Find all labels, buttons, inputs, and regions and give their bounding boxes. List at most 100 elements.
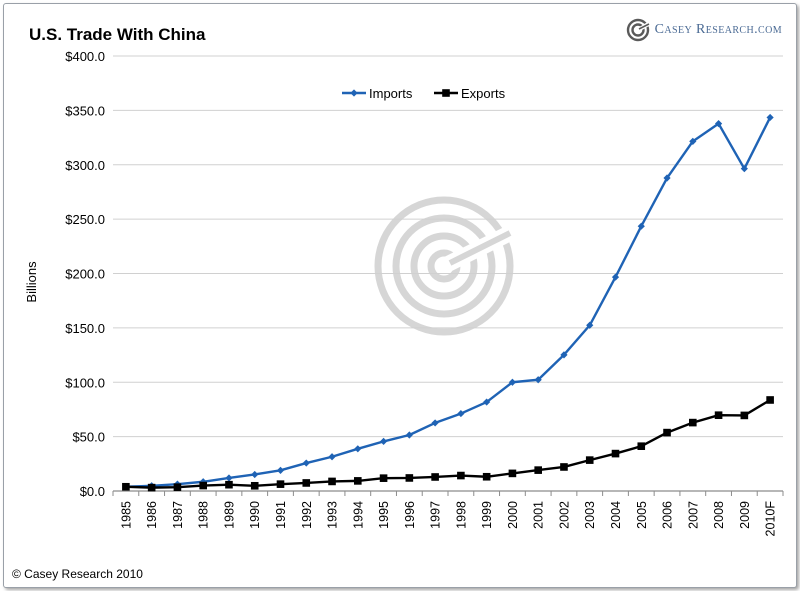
x-tick-label: 1988 <box>197 501 211 529</box>
y-axis-label: Billions <box>24 261 39 303</box>
x-tick-label: 1986 <box>145 501 159 529</box>
x-tick-label: 1989 <box>222 501 236 529</box>
exports-point <box>585 456 594 464</box>
legend-label: Imports <box>369 86 413 101</box>
trade-line-chart: U.S. Trade With China $0.0 $50.0 $100.0 $15… <box>12 25 784 581</box>
exports-point <box>482 472 491 481</box>
chart-frame: U.S. Trade With China $0.0 $50.0 $100.0 $15… <box>3 3 797 588</box>
imports-point <box>251 470 259 479</box>
chart-title: U.S. Trade With China <box>29 25 206 44</box>
x-tick-label: 2002 <box>557 501 571 529</box>
exports-point <box>405 474 414 482</box>
exports-point <box>457 471 465 480</box>
imports-point <box>508 378 517 386</box>
imports-point <box>689 137 697 145</box>
watermark-spiral-icon <box>374 196 516 336</box>
x-tick-label: 1998 <box>454 501 468 529</box>
exports-point <box>689 418 697 427</box>
imports-point <box>534 376 542 384</box>
imports-point <box>379 437 388 446</box>
imports-point <box>199 478 207 486</box>
y-tick-label: $150.0 <box>65 321 105 336</box>
exports-point <box>379 474 388 482</box>
x-tick-label: 1999 <box>480 501 494 529</box>
x-tick-label: 2004 <box>609 501 623 529</box>
x-tick-label: 2010F <box>764 501 778 537</box>
exports-point <box>302 479 311 487</box>
series-exports <box>122 396 774 492</box>
y-tick-label: $50.0 <box>72 430 105 445</box>
imports-point <box>302 459 310 467</box>
x-tick-label: 1990 <box>248 501 262 529</box>
y-tick-label: $300.0 <box>65 158 105 173</box>
imports-point <box>766 113 774 122</box>
exports-point <box>534 466 542 474</box>
x-tick-label: 1997 <box>429 501 443 529</box>
exports-point <box>663 428 671 437</box>
imports-point <box>457 409 465 418</box>
imports-point <box>328 453 336 461</box>
x-tick-label: 2005 <box>635 501 649 529</box>
y-tick-label: $100.0 <box>65 375 105 390</box>
exports-point <box>354 477 362 485</box>
exports-point <box>714 411 723 420</box>
x-tick-label: 2006 <box>661 501 675 529</box>
series-imports <box>122 113 774 491</box>
y-tick-label: $200.0 <box>65 267 105 282</box>
brand-name: Casey Research.com <box>654 22 782 37</box>
x-tick-label: 2000 <box>506 501 520 529</box>
exports-point <box>225 480 233 489</box>
legend-label: Exports <box>461 86 506 101</box>
x-tick-label: 1994 <box>351 501 365 529</box>
legend-item-exports: Exports <box>434 86 506 101</box>
exports-point <box>276 480 285 488</box>
copyright-footer: © Casey Research 2010 <box>12 567 143 581</box>
exports-point <box>740 411 749 420</box>
imports-point <box>483 398 491 406</box>
x-tick-label: 1985 <box>119 501 133 529</box>
exports-point <box>637 442 646 450</box>
imports-point <box>276 466 285 474</box>
imports-point <box>405 431 413 439</box>
imports-point <box>663 174 671 182</box>
legend-item-imports: Imports <box>342 86 413 101</box>
imports-point <box>714 120 723 128</box>
exports-point <box>147 483 156 492</box>
y-tick-label: $400.0 <box>65 49 105 64</box>
exports-point <box>560 463 568 471</box>
imports-point <box>611 273 620 281</box>
x-tick-label: 1992 <box>300 501 314 529</box>
imports-point <box>586 321 594 329</box>
x-tick-label: 1991 <box>274 501 288 529</box>
series-line <box>125 398 771 489</box>
x-tick-label: 1995 <box>377 501 391 529</box>
x-tick-label: 2008 <box>712 501 726 529</box>
imports-point <box>560 351 568 359</box>
y-tick-label: $250.0 <box>65 212 105 227</box>
x-tick-label: 1987 <box>171 501 185 529</box>
exports-point <box>173 483 182 491</box>
legend-marker <box>350 89 358 97</box>
imports-point <box>637 222 645 230</box>
imports-point <box>431 419 439 427</box>
x-tick-label: 1996 <box>403 501 417 529</box>
exports-point <box>199 481 207 490</box>
y-tick-label: $350.0 <box>65 103 105 118</box>
exports-point <box>508 469 517 478</box>
imports-point <box>740 165 748 173</box>
imports-point <box>225 474 233 482</box>
exports-point <box>328 477 336 486</box>
x-tick-label: 2007 <box>686 501 700 529</box>
exports-point <box>766 396 774 404</box>
casey-spiral-logo-icon <box>626 18 650 42</box>
x-tick-label: 2009 <box>738 501 752 529</box>
exports-point <box>611 449 620 458</box>
brand-logo: Casey Research.com <box>626 18 782 42</box>
legend-marker <box>442 89 450 97</box>
exports-point <box>431 473 439 481</box>
imports-point <box>354 445 362 453</box>
series-line <box>125 116 772 488</box>
exports-point <box>122 482 130 491</box>
x-tick-label: 2001 <box>532 501 546 529</box>
y-tick-label: $0.0 <box>80 484 105 499</box>
